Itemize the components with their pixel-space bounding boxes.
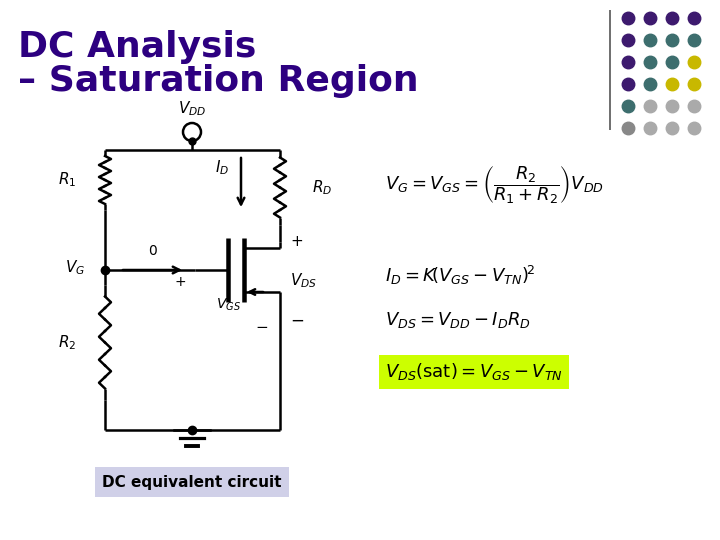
Text: $+$: $+$ [174, 275, 186, 289]
Text: DC equivalent circuit: DC equivalent circuit [102, 475, 282, 489]
Text: $V_G$: $V_G$ [65, 259, 85, 278]
Text: $I_D$: $I_D$ [215, 159, 229, 177]
Text: $V_G = V_{GS} = \left(\dfrac{R_2}{R_1 + R_2}\right) V_{DD}$: $V_G = V_{GS} = \left(\dfrac{R_2}{R_1 + … [385, 164, 604, 206]
Text: $V_{DD}$: $V_{DD}$ [178, 99, 206, 118]
Text: $V_{DS}$: $V_{DS}$ [290, 272, 317, 291]
Text: DC Analysis: DC Analysis [18, 30, 256, 64]
Text: $-$: $-$ [256, 318, 269, 333]
Text: $R_2$: $R_2$ [58, 333, 76, 352]
Text: $I_D = K\!\left(V_{GS} - V_{TN}\right)^{\!2}$: $I_D = K\!\left(V_{GS} - V_{TN}\right)^{… [385, 264, 535, 287]
Text: $R_1$: $R_1$ [58, 171, 76, 190]
Text: $R_D$: $R_D$ [312, 178, 332, 197]
Text: $V_{DS}(\mathrm{sat}) = V_{GS} - V_{TN}$: $V_{DS}(\mathrm{sat}) = V_{GS} - V_{TN}$ [385, 361, 563, 382]
Text: $V_{DS} = V_{DD} - I_D R_D$: $V_{DS} = V_{DD} - I_D R_D$ [385, 310, 531, 330]
Text: $-$: $-$ [290, 311, 304, 329]
Text: $0$: $0$ [148, 244, 158, 258]
Text: $V_{GS}$: $V_{GS}$ [216, 297, 241, 313]
Text: – Saturation Region: – Saturation Region [18, 64, 418, 98]
Text: $+$: $+$ [290, 234, 303, 249]
